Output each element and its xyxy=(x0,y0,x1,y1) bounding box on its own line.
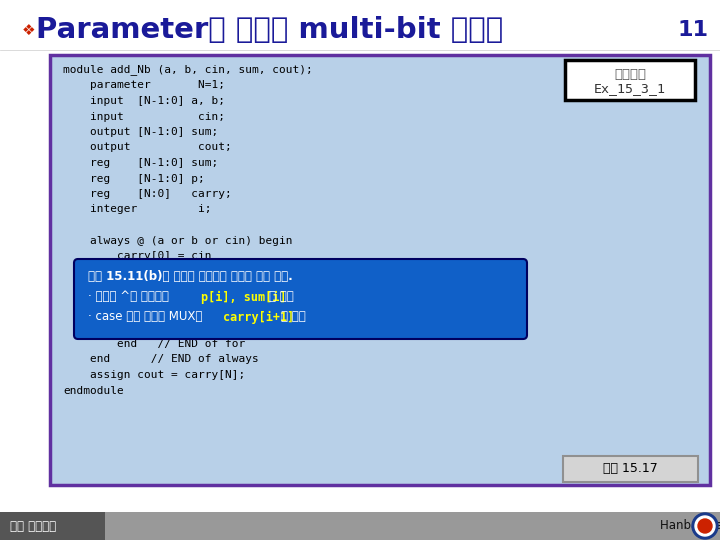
Text: integer         i;: integer i; xyxy=(63,205,212,214)
Text: carry[0] = cin: carry[0] = cin xyxy=(63,251,212,261)
Text: end      // END of always: end // END of always xyxy=(63,354,258,364)
Text: 코드 15.17: 코드 15.17 xyxy=(603,462,658,476)
Text: parameter       N=1;: parameter N=1; xyxy=(63,80,225,91)
Text: 그림 15.11(b)의 회로를 참고하여 다음과 같이 코딩.: 그림 15.11(b)의 회로를 참고하여 다음과 같이 코딩. xyxy=(88,271,293,284)
Text: output [N-1:0] sum;: output [N-1:0] sum; xyxy=(63,127,218,137)
Text: · 연산자 ^를 이용하여: · 연산자 ^를 이용하여 xyxy=(88,291,173,303)
Text: Hanbat National University Prof. Lee Jaeheung: Hanbat National University Prof. Lee Jae… xyxy=(660,519,720,532)
Circle shape xyxy=(695,516,715,536)
Text: carry[i+1]: carry[i+1] xyxy=(223,310,294,323)
FancyBboxPatch shape xyxy=(563,456,698,482)
Text: assign cout = carry[N];: assign cout = carry[N]; xyxy=(63,370,246,380)
Text: module add_Nb (a, b, cin, sum, cout);: module add_Nb (a, b, cin, sum, cout); xyxy=(63,65,312,76)
Text: 소스코드: 소스코드 xyxy=(614,68,646,80)
Text: endmodule: endmodule xyxy=(63,386,124,395)
Text: 을 구현: 을 구현 xyxy=(281,310,306,323)
Text: Ex_15_3_1: Ex_15_3_1 xyxy=(594,82,666,95)
Text: Parameter를 이용한 multi-bit 가산기: Parameter를 이용한 multi-bit 가산기 xyxy=(36,16,503,44)
Circle shape xyxy=(692,513,718,539)
FancyBboxPatch shape xyxy=(0,512,105,540)
Text: input  [N-1:0] a, b;: input [N-1:0] a, b; xyxy=(63,96,225,106)
Text: always @ (a or b or cin) begin: always @ (a or b or cin) begin xyxy=(63,235,292,246)
FancyBboxPatch shape xyxy=(0,512,720,540)
Text: 접격 회로설게: 접격 회로설게 xyxy=(10,519,56,532)
FancyBboxPatch shape xyxy=(50,55,710,485)
Text: reg    [N:0]   carry;: reg [N:0] carry; xyxy=(63,189,232,199)
Text: end   // END of for: end // END of for xyxy=(63,339,246,349)
Text: p[i], sum[i]: p[i], sum[i] xyxy=(201,291,287,303)
FancyBboxPatch shape xyxy=(565,60,695,100)
Text: reg    [N-1:0] sum;: reg [N-1:0] sum; xyxy=(63,158,218,168)
Text: 11: 11 xyxy=(677,20,708,40)
Circle shape xyxy=(698,519,712,533)
Text: · case 문을 이용한 MUX로: · case 문을 이용한 MUX로 xyxy=(88,310,206,323)
Text: output          cout;: output cout; xyxy=(63,143,232,152)
Text: ❖: ❖ xyxy=(22,23,35,37)
Text: input           cin;: input cin; xyxy=(63,111,225,122)
Text: reg    [N-1:0] p;: reg [N-1:0] p; xyxy=(63,173,204,184)
FancyBboxPatch shape xyxy=(74,259,527,339)
Text: for (i=0; i<N; i=i+1) begin: for (i=0; i<N; i=i+1) begin xyxy=(63,267,300,276)
Text: 를 구현: 를 구현 xyxy=(269,291,294,303)
